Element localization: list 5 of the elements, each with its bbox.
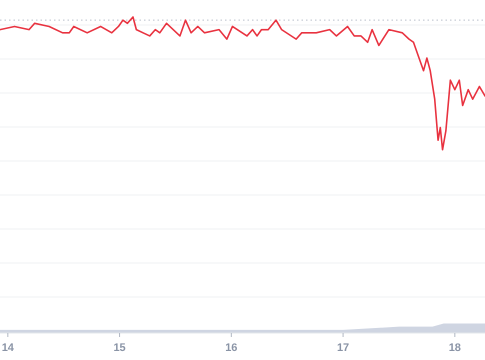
x-tick-label: 14: [2, 342, 15, 354]
x-tick-label: 15: [113, 342, 126, 354]
x-tick-label: 17: [336, 342, 350, 354]
x-tick-label: 18: [448, 342, 461, 354]
x-tick-label: 16: [225, 342, 238, 354]
